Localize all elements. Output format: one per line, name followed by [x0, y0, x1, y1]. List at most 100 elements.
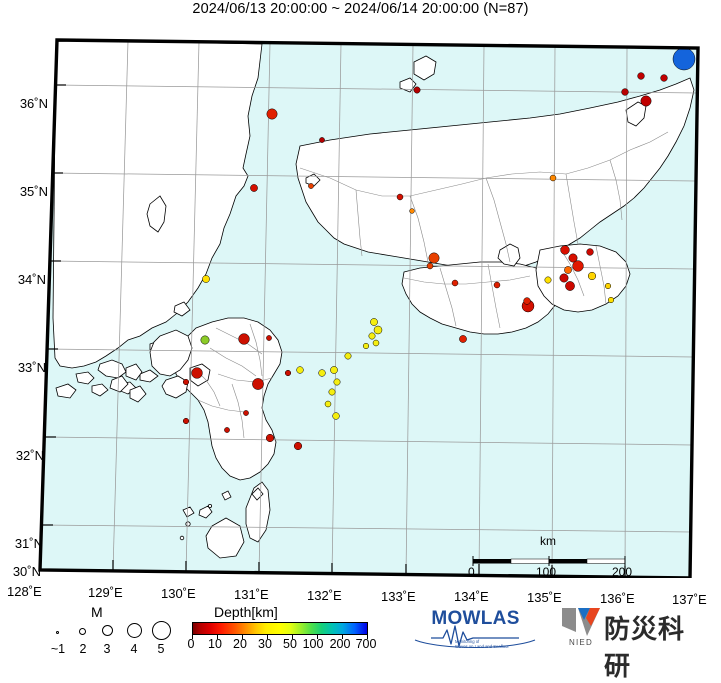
depth-label-30: 30	[258, 637, 272, 651]
mowlas-tagline-line1: Monitoring of	[455, 639, 480, 644]
epicenter-marker	[266, 335, 272, 341]
epicenter-marker	[202, 275, 210, 283]
lat-label-30n: 30˚N	[12, 564, 41, 579]
depth-label-700: 700	[355, 637, 377, 651]
epicenter-marker	[250, 184, 258, 192]
epicenter-marker	[413, 86, 421, 94]
epicenter-marker	[637, 72, 645, 80]
epicenter-marker	[459, 335, 467, 343]
depth-colorbar-labels: 0 10 20 30 50 100 200 700	[160, 637, 400, 653]
epicenter-marker	[587, 271, 597, 281]
epicenter-marker	[324, 400, 332, 408]
epicenter-marker	[243, 410, 249, 416]
epicenter-marker	[373, 325, 383, 335]
lon-label-135e: 135˚E	[527, 590, 562, 605]
depth-legend-title: Depth[km]	[214, 604, 278, 620]
depth-label-50: 50	[283, 637, 297, 651]
lon-label-134e: 134˚E	[454, 589, 489, 604]
magnitude-circle-4	[127, 623, 142, 638]
epicenter-markers[interactable]	[182, 47, 696, 451]
epicenter-marker	[238, 333, 250, 345]
epicenter-marker	[426, 262, 434, 270]
epicenter-marker	[604, 282, 612, 290]
lat-label-34n: 34˚N	[17, 272, 46, 287]
nied-logo: NIED 防災科研	[560, 606, 710, 682]
epicenter-marker	[328, 388, 336, 396]
magnitude-legend-labels: ~1 2 3 4 5	[40, 642, 180, 658]
mowlas-logo-text: MOWLAS	[431, 608, 520, 629]
lon-label-131e: 131˚E	[234, 587, 269, 602]
epicenter-marker	[265, 433, 275, 443]
epicenter-marker	[200, 335, 210, 345]
epicenter-marker	[621, 88, 629, 96]
seismicity-map[interactable]: 36˚N 35˚N 34˚N 33˚N 32˚N 31˚N 30˚N km 0 …	[0, 18, 721, 579]
epicenter-marker	[451, 279, 459, 287]
mowlas-tagline: Monitoring of Waves on Land and Seafloor	[455, 639, 547, 649]
lon-label-137e: 137˚E	[672, 592, 707, 607]
lat-label-33n: 33˚N	[17, 360, 46, 375]
lat-label-32n: 32˚N	[15, 448, 44, 463]
epicenter-marker	[370, 318, 378, 326]
map-frame	[38, 38, 700, 578]
epicenter-marker	[330, 366, 338, 374]
depth-label-200: 200	[329, 637, 351, 651]
lon-label-136e: 136˚E	[600, 591, 635, 606]
scalebar-tick-100: 100	[536, 565, 557, 579]
depth-colorbar-ticks	[186, 634, 376, 642]
magnitude-circle-2	[79, 628, 86, 635]
lat-label-35n: 35˚N	[19, 184, 48, 199]
epicenter-marker	[396, 193, 404, 201]
magnitude-label-3: 3	[103, 642, 111, 656]
magnitude-circle-1	[56, 631, 59, 634]
magnitude-label-2: 2	[79, 642, 87, 656]
epicenter-marker	[368, 332, 376, 340]
magnitude-legend-circles	[40, 621, 180, 644]
epicenter-marker	[332, 412, 340, 420]
map-scalebar	[472, 556, 626, 566]
scalebar-unit: km	[540, 534, 556, 548]
nied-acronym: NIED	[569, 638, 593, 647]
depth-label-100: 100	[302, 637, 324, 651]
epicenter-marker	[565, 281, 575, 291]
epicenter-marker	[660, 74, 668, 82]
epicenter-marker	[308, 183, 314, 189]
lon-label-133e: 133˚E	[381, 589, 416, 604]
magnitude-circle-5	[152, 621, 171, 640]
page-title: 2024/06/13 20:00:00 ~ 2024/06/14 20:00:0…	[192, 1, 529, 17]
epicenter-marker	[428, 252, 440, 264]
epicenter-marker	[572, 260, 584, 272]
mowlas-waveform-icon	[414, 625, 536, 649]
mowlas-tagline-line2: Waves on Land and Seafloor	[455, 644, 509, 649]
lon-label-128e: 128˚E	[7, 584, 42, 599]
magnitude-label-4: 4	[130, 642, 138, 656]
scalebar-tick-200: 200	[612, 565, 633, 579]
magnitude-legend-title: M	[91, 604, 103, 620]
lat-label-36n: 36˚N	[19, 96, 48, 111]
epicenter-marker	[191, 367, 203, 379]
epicenter-marker	[409, 208, 415, 214]
epicenter-marker	[362, 342, 370, 350]
epicenter-marker	[544, 276, 552, 284]
epicenter-marker	[293, 441, 303, 451]
epicenter-marker	[586, 248, 594, 256]
depth-label-0: 0	[187, 637, 195, 651]
map-canvas[interactable]	[0, 18, 721, 578]
depth-label-20: 20	[233, 637, 247, 651]
epicenter-marker	[284, 369, 292, 377]
mowlas-logo: MOWLAS Monitoring of Waves on Land and S…	[413, 608, 538, 650]
lon-label-129e: 129˚E	[88, 585, 123, 600]
epicenter-marker	[523, 297, 531, 305]
epicenter-marker	[560, 245, 570, 255]
epicenter-marker	[559, 273, 569, 283]
epicenter-marker	[549, 174, 557, 182]
lat-label-31n: 31˚N	[14, 536, 43, 551]
epicenter-marker	[568, 253, 578, 263]
epicenter-marker	[672, 47, 696, 71]
epicenter-marker	[319, 137, 325, 143]
lon-label-130e: 130˚E	[161, 586, 196, 601]
epicenter-marker	[182, 378, 190, 386]
frame-ticks	[42, 84, 626, 577]
epicenter-marker	[333, 378, 341, 386]
lon-label-132e: 132˚E	[307, 588, 342, 603]
magnitude-label-1: ~1	[50, 642, 66, 656]
